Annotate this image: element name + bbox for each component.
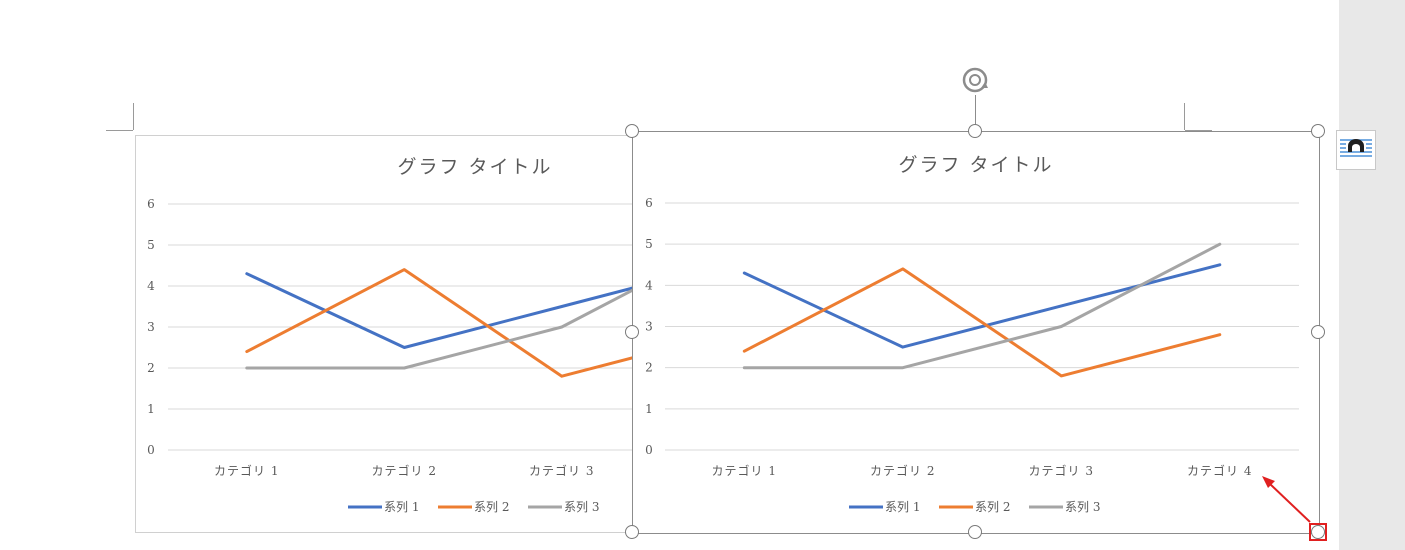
resize-handle-middle-left[interactable]	[625, 325, 639, 339]
y-tick-label: 5	[645, 237, 653, 251]
y-tick-label: 1	[645, 402, 653, 416]
layout-options-button[interactable]	[1336, 130, 1376, 170]
layout-options-icon	[1340, 139, 1372, 157]
page-corner-mark-right-h	[1185, 130, 1212, 131]
resize-handle-top-center[interactable]	[968, 124, 982, 138]
y-tick-label: 6	[645, 196, 653, 210]
resize-handle-middle-right[interactable]	[1311, 325, 1325, 339]
chart-title: グラフ タイトル	[898, 154, 1053, 176]
x-tick-label: カテゴリ 4	[1187, 463, 1252, 478]
legend-label: 系列 3	[1065, 500, 1100, 514]
x-tick-label: カテゴリ 2	[372, 463, 437, 478]
y-tick-label: 4	[147, 279, 155, 293]
y-tick-label: 2	[147, 361, 155, 375]
legend-label: 系列 1	[384, 500, 419, 514]
x-tick-label: カテゴリ 1	[214, 463, 279, 478]
x-tick-label: カテゴリ 3	[529, 463, 594, 478]
chart-selected-svg: グラフ タイトル 0 1 2 3 4 5 6 カテゴリ 1 カテゴリ 2 カテゴリ 3 カテゴリ 4 系…	[645, 154, 1299, 514]
resize-handle-bottom-left[interactable]	[625, 525, 639, 539]
x-tick-label: カテゴリ 1	[712, 463, 777, 478]
y-tick-label: 4	[645, 278, 653, 292]
legend-label: 系列 2	[975, 500, 1010, 514]
y-tick-label: 6	[147, 197, 155, 211]
y-tick-label: 1	[147, 402, 155, 416]
rotate-icon[interactable]	[961, 66, 991, 96]
y-tick-label: 0	[645, 443, 653, 457]
x-tick-label: カテゴリ 3	[1029, 463, 1094, 478]
y-tick-label: 2	[645, 361, 653, 375]
y-tick-label: 5	[147, 238, 155, 252]
document-page: グラフ タイトル 0 1 2 3 4 5 6 カテゴリ 1 カテゴリ 2 カテゴリ 3 カテゴリ 4 系…	[106, 66, 1327, 541]
series-line	[742, 267, 1222, 378]
chart-selected[interactable]: グラフ タイトル 0 1 2 3 4 5 6 カテゴリ 1 カテゴリ 2 カテゴリ 3 カテゴリ 4 系…	[632, 131, 1320, 534]
series-line	[742, 242, 1222, 370]
highlight-box	[1309, 523, 1327, 541]
x-tick-label: カテゴリ 2	[870, 463, 935, 478]
y-tick-label: 0	[147, 443, 155, 457]
side-panel	[1339, 0, 1405, 550]
resize-handle-bottom-right[interactable]	[1311, 525, 1325, 539]
series-line	[245, 272, 633, 349]
page-corner-mark-left-h	[106, 130, 133, 131]
series-line	[245, 268, 633, 378]
series-line	[245, 288, 633, 370]
resize-handle-top-left[interactable]	[625, 124, 639, 138]
legend-label: 系列 3	[564, 500, 599, 514]
resize-handle-bottom-center[interactable]	[968, 525, 982, 539]
y-tick-label: 3	[645, 320, 653, 334]
rotate-handle-stem	[975, 95, 976, 125]
resize-handle-top-right[interactable]	[1311, 124, 1325, 138]
chart-title: グラフ タイトル	[397, 156, 552, 178]
page-corner-mark-left-v	[133, 103, 134, 130]
y-tick-label: 3	[147, 320, 155, 334]
legend-label: 系列 1	[885, 500, 920, 514]
legend-label: 系列 2	[474, 500, 509, 514]
series-line	[742, 263, 1222, 349]
page-corner-mark-right-v	[1184, 103, 1185, 130]
